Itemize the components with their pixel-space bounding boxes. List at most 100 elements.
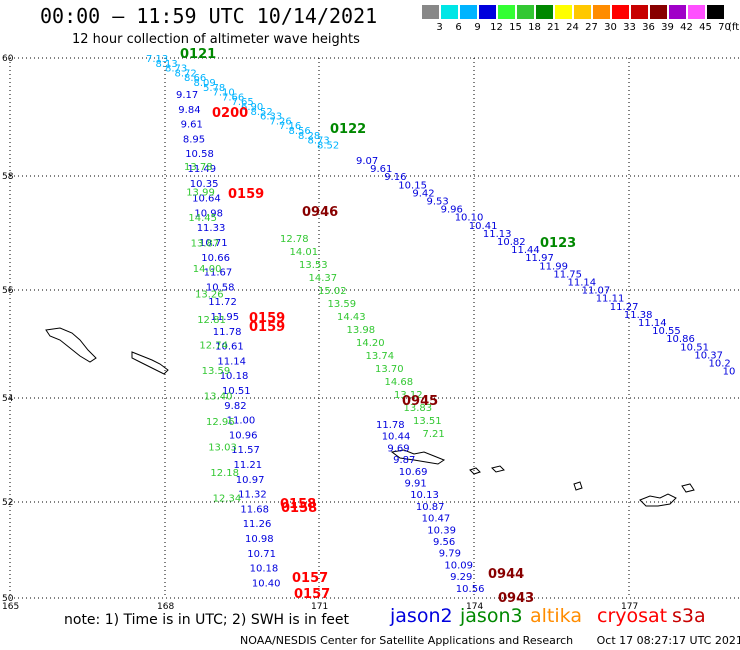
wave-value: 10.87 (416, 502, 445, 513)
wave-value: 9.61 (370, 164, 392, 175)
wave-value: 14.68 (385, 377, 414, 388)
wave-value: 10.37 (694, 350, 723, 361)
wave-value: 10.39 (427, 525, 456, 536)
pass-time-label: 0946 (302, 205, 338, 220)
wave-value: 7.10 (213, 88, 235, 99)
wave-value: 13.59 (328, 299, 357, 310)
wave-value: 10.47 (422, 514, 451, 525)
pass-time-label: 0944 (488, 567, 524, 582)
legend-label: 6 (455, 22, 462, 33)
wave-value: 13.98 (347, 325, 376, 336)
latitude-label: 60 (2, 54, 14, 64)
wave-value: 11.33 (197, 223, 226, 234)
pass-time-labels: 0121020001220159094601230159015909450158… (180, 47, 576, 606)
wave-value: 10.61 (215, 342, 244, 353)
island-outline (491, 465, 505, 473)
legend-swatch (555, 5, 572, 19)
wave-value: 11.78 (213, 327, 242, 338)
wave-value: 10.97 (236, 475, 265, 486)
satellite-s3a-label: s3a (672, 605, 706, 627)
wave-value: 14.45 (188, 213, 217, 224)
wave-value: 10.09 (444, 560, 473, 571)
credit-timestamp: Oct 17 08:27:17 UTC 2021 (596, 634, 740, 647)
wave-value: 12.18 (210, 468, 239, 479)
wave-value: 10.82 (497, 237, 526, 248)
wave-value: 10.41 (469, 221, 498, 232)
wave-value: 13.03 (208, 443, 237, 454)
wave-value: 8.72 (175, 68, 197, 79)
pass-time-label: 0945 (402, 394, 438, 409)
wave-value: 13.74 (366, 351, 395, 362)
wave-value: 14.20 (356, 338, 385, 349)
wave-value: 8.95 (183, 134, 205, 145)
wave-value: 13.99 (186, 188, 215, 199)
wave-value: 11.97 (525, 253, 554, 264)
wave-value: 9.56 (433, 537, 455, 548)
pass-time-label: 0200 (212, 106, 248, 121)
legend-label: 42 (680, 22, 693, 33)
credit-line: NOAA/NESDIS Center for Satellite Applica… (240, 634, 740, 647)
wave-height-values: 7.138.138.738.728.668.095.787.107.667.65… (146, 54, 735, 595)
legend-label: 12 (490, 22, 503, 33)
wave-value: 9.17 (176, 90, 198, 101)
wave-value: 10.98 (245, 534, 274, 545)
credit-text: NOAA/NESDIS Center for Satellite Applica… (240, 634, 574, 647)
wave-value: 7.66 (222, 92, 244, 103)
wave-value: 11.21 (234, 460, 263, 471)
wave-value: 9.61 (181, 120, 203, 131)
wave-value: 10 (723, 367, 736, 378)
legend-swatch (669, 5, 686, 19)
longitude-label: 168 (157, 602, 174, 612)
longitude-label: 165 (2, 602, 19, 612)
legend-label: 33 (623, 22, 636, 33)
wave-value: 10.13 (410, 490, 439, 501)
wave-value: 6.90 (241, 102, 263, 113)
legend-label: 21 (547, 22, 560, 33)
wave-value: 10.96 (229, 430, 258, 441)
wave-value: 8.52 (317, 140, 339, 151)
legend-label: 27 (585, 22, 598, 33)
wave-value: 11.27 (610, 302, 639, 313)
latitude-label: 56 (2, 286, 14, 296)
island-outline (131, 351, 169, 375)
wave-value: 10.58 (206, 282, 235, 293)
island-outline (639, 493, 677, 507)
legend-swatch (593, 5, 610, 19)
footer-note: note: 1) Time is in UTC; 2) SWH is in fe… (64, 612, 350, 628)
wave-value: 12.78 (280, 234, 309, 245)
pass-time-label: 0158 (281, 501, 317, 516)
wave-value: 11.11 (596, 294, 625, 305)
legend-label: 70 (718, 22, 731, 33)
legend-unit: (ft) (728, 22, 740, 33)
island-outline (469, 467, 481, 475)
wave-value: 11.75 (553, 269, 582, 280)
wave-value: 12.81 (197, 315, 226, 326)
map-grid (9, 57, 740, 599)
wave-value: 9.16 (384, 172, 406, 183)
coastline (45, 327, 695, 507)
wave-value: 13.83 (404, 403, 433, 414)
wave-value: 9.79 (439, 549, 461, 560)
wave-value: 10.35 (190, 179, 219, 190)
legend-label: 18 (528, 22, 541, 33)
wave-value: 11.68 (240, 504, 269, 515)
satellite-cryosat-label: cryosat (597, 605, 668, 627)
wave-value: 7.65 (232, 97, 254, 108)
longitude-label: 177 (621, 602, 638, 612)
wave-value: 8.28 (298, 131, 320, 142)
wave-value: 12.74 (199, 341, 228, 352)
longitude-label: 174 (466, 602, 483, 612)
legend-swatch (441, 5, 458, 19)
wave-value: 9.07 (356, 156, 378, 167)
legend-swatch (479, 5, 496, 19)
wave-value: 10.18 (250, 564, 279, 575)
pass-time-label: 0159 (249, 320, 285, 335)
legend-label: 15 (509, 22, 522, 33)
wave-value: 10.86 (666, 334, 695, 345)
wave-value: 13.51 (413, 416, 442, 427)
wave-value: 11.44 (511, 245, 540, 256)
legend-label: 30 (604, 22, 617, 33)
wave-value: 11.14 (568, 278, 597, 289)
wave-value: 13.78 (184, 162, 213, 173)
